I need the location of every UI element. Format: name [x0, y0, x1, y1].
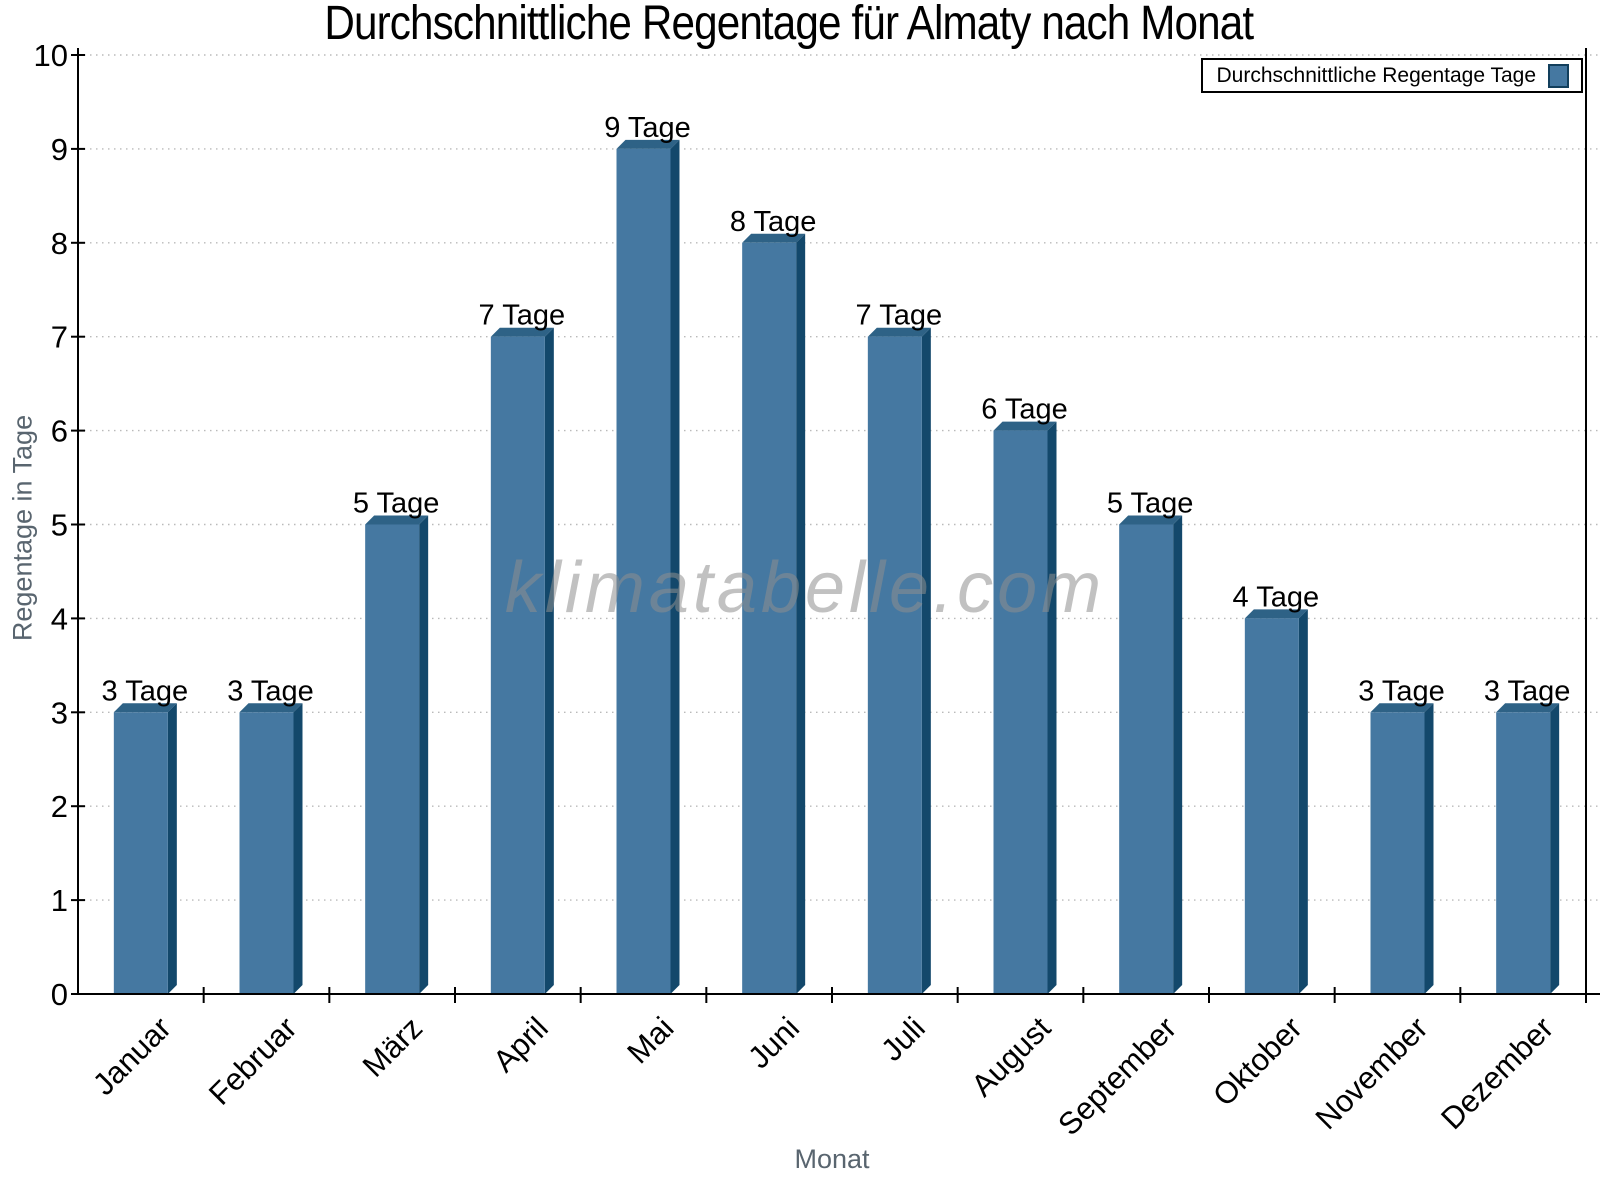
bar-value-label: 3 Tage	[227, 675, 314, 707]
bar-side-face	[167, 703, 177, 994]
bar-value-label: 3 Tage	[102, 675, 189, 707]
bar-front-face	[1119, 524, 1174, 994]
x-tick-label: November	[1309, 1010, 1435, 1136]
x-tick-label: September	[1051, 1010, 1183, 1142]
bar-value-label: 3 Tage	[1358, 675, 1445, 707]
bar-side-face	[1047, 421, 1057, 995]
bar-top-face	[1496, 703, 1560, 713]
legend: Durchschnittliche Regentage Tage	[1200, 58, 1583, 93]
x-tick-label: Dezember	[1434, 1010, 1560, 1136]
bar-side-face	[670, 139, 680, 994]
bar-front-face	[1496, 712, 1551, 994]
x-tick-label: Juni	[741, 1010, 806, 1075]
x-tick-label: April	[486, 1010, 555, 1079]
x-tick-label: Mai	[620, 1010, 680, 1070]
bar-side-face	[544, 327, 554, 994]
bar-value-label: 5 Tage	[353, 488, 440, 520]
bar-november	[1370, 703, 1434, 994]
x-tick-label: Oktober	[1206, 1010, 1309, 1113]
bar-value-label: 9 Tage	[604, 112, 691, 144]
bar-value-label: 8 Tage	[730, 206, 817, 238]
x-tick-label: Februar	[202, 1010, 304, 1112]
y-tick-label: 8	[51, 226, 68, 261]
y-tick-label: 1	[51, 883, 68, 918]
bar-top-face	[239, 703, 303, 713]
x-tick-label: März	[356, 1010, 429, 1083]
bar-side-face	[796, 233, 806, 995]
bar-dezember	[1496, 703, 1560, 994]
bar-top-face	[1119, 515, 1183, 525]
bar-front-face	[742, 242, 797, 995]
bar-top-face	[867, 327, 931, 337]
legend-swatch-icon	[1548, 63, 1569, 88]
bar-front-face	[365, 524, 420, 994]
bar-top-face	[113, 703, 177, 713]
bar-front-face	[616, 148, 671, 994]
bar-front-face	[113, 712, 168, 994]
bar-side-face	[1424, 703, 1434, 994]
x-tick-label: Januar	[86, 1010, 178, 1102]
bar-value-label: 6 Tage	[981, 394, 1068, 426]
bar-juni	[742, 233, 806, 995]
bar-top-face	[993, 421, 1057, 431]
y-tick-label: 3	[51, 695, 68, 730]
bar-juli	[867, 327, 931, 994]
bar-top-face	[742, 233, 806, 243]
y-tick-label: 4	[51, 601, 68, 636]
y-tick-label: 6	[51, 414, 68, 449]
bar-front-face	[1370, 712, 1425, 994]
bar-value-label: 7 Tage	[479, 300, 566, 332]
bar-value-label: 3 Tage	[1484, 675, 1571, 707]
bar-top-face	[616, 139, 680, 149]
bar-side-face	[293, 703, 303, 994]
bar-märz	[365, 515, 429, 994]
y-tick-label: 7	[51, 320, 68, 355]
bar-top-face	[1370, 703, 1434, 713]
x-tick-label: August	[964, 1010, 1057, 1103]
bar-mai	[616, 139, 680, 994]
bar-august	[993, 421, 1057, 995]
y-tick-label: 5	[51, 508, 68, 543]
bar-front-face	[239, 712, 294, 994]
x-tick-label: Juli	[874, 1010, 932, 1068]
y-tick-label: 10	[34, 38, 68, 73]
bar-side-face	[1173, 515, 1183, 994]
y-tick-label: 0	[51, 977, 68, 1012]
bar-februar	[239, 703, 303, 994]
bar-september	[1119, 515, 1183, 994]
bar-front-face	[1244, 618, 1299, 994]
y-tick-label: 2	[51, 789, 68, 824]
y-tick-label: 9	[51, 132, 68, 167]
legend-label: Durchschnittliche Regentage Tage	[1216, 63, 1536, 87]
bar-side-face	[1298, 609, 1308, 994]
bar-value-label: 5 Tage	[1107, 488, 1194, 520]
bar-top-face	[490, 327, 554, 337]
bar-top-face	[1244, 609, 1308, 619]
bar-side-face	[1550, 703, 1560, 994]
bar-januar	[113, 703, 177, 994]
bar-value-label: 7 Tage	[856, 300, 943, 332]
x-axis-title: Monat	[794, 1144, 870, 1174]
chart-title: Durchschnittliche Regentage für Almaty n…	[0, 0, 1578, 51]
bar-april	[490, 327, 554, 994]
bar-front-face	[490, 336, 545, 994]
bar-oktober	[1244, 609, 1308, 994]
bar-top-face	[365, 515, 429, 525]
bar-side-face	[921, 327, 931, 994]
bar-side-face	[419, 515, 429, 994]
y-axis-title: Regentage in Tage	[7, 414, 38, 642]
bar-value-label: 4 Tage	[1233, 581, 1320, 613]
bar-front-face	[867, 336, 922, 994]
chart-title-text: Durchschnittliche Regentage für Almaty n…	[324, 0, 1255, 50]
bar-front-face	[993, 430, 1048, 995]
